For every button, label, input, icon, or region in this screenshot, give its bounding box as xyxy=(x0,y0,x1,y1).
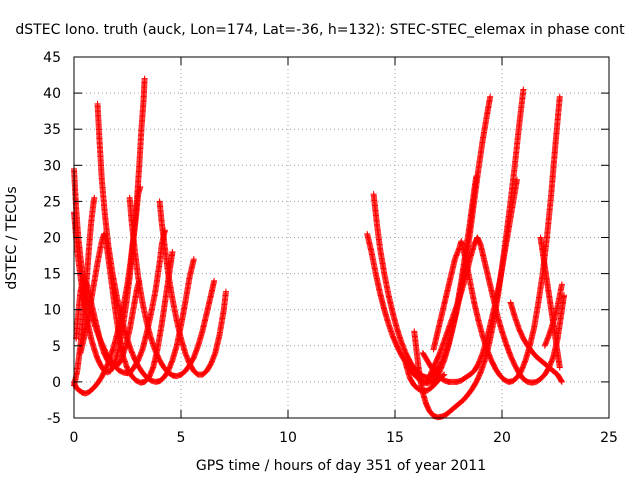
x-tick-label: 15 xyxy=(386,430,404,446)
plus-marker xyxy=(190,256,197,263)
marker-series-6 xyxy=(126,194,218,380)
plus-marker xyxy=(169,248,176,255)
x-tick-label: 20 xyxy=(493,430,511,446)
plus-marker xyxy=(520,86,527,93)
y-tick-label: -5 xyxy=(47,411,61,427)
x-tick-label: 10 xyxy=(279,430,297,446)
y-tick-label: 45 xyxy=(43,50,61,66)
plus-marker xyxy=(556,364,563,371)
y-axis-label: dSTEC / TECUs xyxy=(4,186,20,289)
axis-ticks: 0 5 10 15 20 25 -5 0 5 10 15 20 25 30 35 40 45 xyxy=(43,50,618,446)
plus-marker xyxy=(222,288,229,295)
plus-marker xyxy=(513,176,520,183)
x-tick-label: 25 xyxy=(600,430,618,446)
plus-marker xyxy=(440,372,447,379)
plus-marker xyxy=(487,93,494,100)
marker-series-18 xyxy=(541,281,565,349)
plus-marker xyxy=(558,377,565,384)
y-tick-label: 0 xyxy=(52,375,61,391)
y-tick-label: 15 xyxy=(43,267,61,283)
marker-series-16 xyxy=(507,299,565,385)
y-tick-label: 5 xyxy=(52,339,61,355)
marker-series-9 xyxy=(73,274,143,370)
y-tick-label: 40 xyxy=(43,86,61,102)
plus-marker xyxy=(558,281,565,288)
y-tick-label: 25 xyxy=(43,194,61,210)
marker-series-19 xyxy=(402,360,448,394)
data-markers xyxy=(71,75,568,421)
plus-marker xyxy=(211,277,218,284)
y-tick-label: 30 xyxy=(43,158,61,174)
grid-lines xyxy=(74,57,609,418)
plus-marker xyxy=(561,292,568,299)
plus-marker xyxy=(441,371,448,378)
plus-marker xyxy=(136,277,143,284)
y-tick-label: 10 xyxy=(43,303,61,319)
x-tick-label: 5 xyxy=(177,430,186,446)
x-tick-label: 0 xyxy=(70,430,79,446)
marker-series-8 xyxy=(77,230,176,386)
plus-marker xyxy=(558,378,565,385)
y-tick-label: 20 xyxy=(43,231,61,247)
plus-marker xyxy=(556,93,563,100)
plus-marker xyxy=(91,194,98,201)
x-axis-label: GPS time / hours of day 351 of year 2011 xyxy=(196,458,486,474)
y-tick-label: 35 xyxy=(43,122,61,138)
marker-series-17 xyxy=(537,234,563,371)
chart-title: dSTEC Iono. truth (auck, Lon=174, Lat=-3… xyxy=(15,22,625,38)
plus-marker xyxy=(141,75,148,82)
